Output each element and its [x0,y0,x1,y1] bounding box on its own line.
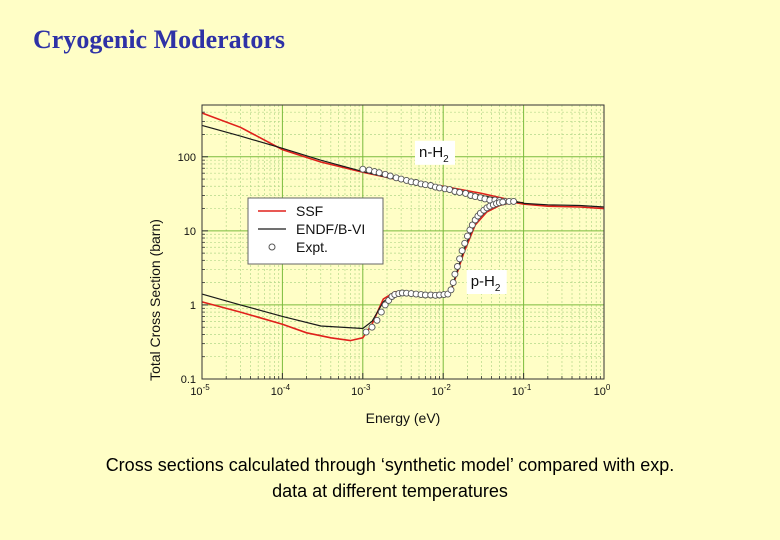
data-point-expt-p-h2 [362,328,370,336]
annotation-base: n-H [419,144,443,161]
data-point-expt-n-h2 [456,188,464,196]
x-tick-label: 10-1 [512,383,532,398]
cross-section-chart: SSF ENDF/B-VI Expt. n-H2p-H2 10-5 10-4 10-… [147,104,611,426]
data-point-expt-p-h2 [447,286,455,294]
data-point-expt-p-h2 [463,232,471,240]
data-point-expt-p-h2 [456,255,464,263]
legend-box [247,197,384,265]
data-point-expt-n-h2 [386,172,394,180]
x-tick-label-exponent: -5 [203,383,211,392]
data-point-expt-p-h2 [458,247,466,255]
annotation-background [466,270,507,295]
y-tick-label: 1 [190,300,196,312]
annotation-p-h2: p-H2 [471,273,501,294]
y-axis-label: Total Cross Section (barn) [147,219,163,381]
series-line-ssf-n-h2 [201,112,605,210]
data-point-expt-p-h2 [381,301,389,309]
legend-label-endf: ENDF/B-VI [296,221,365,237]
data-point-expt-n-h2 [359,165,367,173]
annotation-n-h2: n-H2 [419,144,449,165]
x-tick-label-base: 10 [432,386,444,398]
tick-marks [201,104,605,380]
data-point-expt-p-h2 [373,316,381,324]
annotation-subscript: 2 [443,154,449,165]
x-tick-label-exponent: -4 [283,383,291,392]
caption-line-2: data at different temperatures [272,481,508,501]
y-tick-label: 100 [178,152,196,164]
data-point-expt-p-h2 [368,323,376,331]
x-tick-label: 10-3 [351,383,371,398]
data-point-expt-p-h2 [468,221,476,229]
x-tick-label-base: 10 [594,386,606,398]
series-layer [201,112,605,342]
slide-caption: Cross sections calculated through ‘synth… [40,452,740,504]
x-tick-label-exponent: -3 [363,383,371,392]
annotation-base: p-H [471,273,495,290]
annotation-background [414,140,455,165]
annotation-subscript: 2 [495,283,501,294]
x-tick-label-base: 10 [512,386,524,398]
x-tick-label-exponent: 0 [606,383,611,392]
x-tick-label: 10-5 [190,383,210,398]
data-point-expt-p-h2 [449,279,457,287]
x-tick-label-base: 10 [351,386,363,398]
caption-line-1: Cross sections calculated through ‘synth… [105,455,675,475]
data-point-expt-n-h2 [510,197,518,205]
legend: SSF ENDF/B-VI Expt. [247,197,384,265]
x-tick-label-exponent: -2 [444,383,452,392]
y-tick-label: 10 [184,226,196,238]
legend-label-ssf: SSF [296,203,323,219]
x-axis-label: Energy (eV) [366,410,441,426]
data-point-expt-p-h2 [377,308,385,316]
legend-label-expt: Expt. [296,239,328,255]
y-tick-label: 0.1 [181,374,196,386]
data-point-expt-p-h2 [451,270,459,278]
x-tick-label: 10-2 [432,383,452,398]
data-point-expt-p-h2 [453,263,461,270]
x-tick-label: 10-4 [271,383,291,398]
x-tick-label-base: 10 [271,386,283,398]
x-tick-label-exponent: -1 [524,383,532,392]
data-point-expt-p-h2 [499,198,507,206]
x-tick-label: 100 [594,383,611,398]
x-tick-label-base: 10 [190,386,202,398]
data-point-expt-n-h2 [375,169,383,177]
legend-swatch-expt [268,243,276,251]
annotations: n-H2p-H2 [414,140,507,295]
data-point-expt-p-h2 [461,239,469,247]
series-line-endf-n-h2 [201,124,605,208]
slide-title: Cryogenic Moderators [33,25,285,54]
